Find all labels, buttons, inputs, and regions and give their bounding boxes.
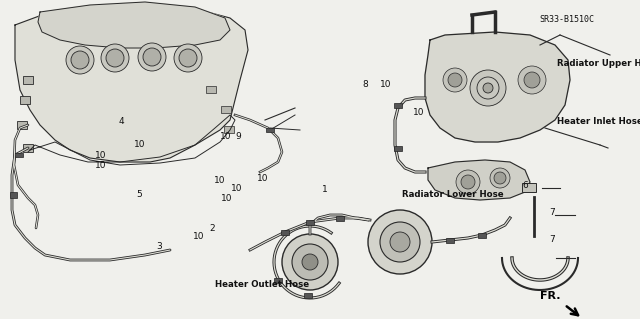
Circle shape [461,175,475,189]
Circle shape [179,49,197,67]
Text: 5: 5 [137,190,142,199]
Bar [206,86,216,93]
Text: 1: 1 [323,185,328,194]
Text: 4: 4 [119,117,124,126]
Text: 7: 7 [550,235,555,244]
Bar [274,278,282,283]
Circle shape [292,244,328,280]
Text: 10: 10 [95,151,107,160]
Text: 3: 3 [156,242,161,251]
Circle shape [448,73,462,87]
Bar [17,121,27,129]
Text: FR.: FR. [540,291,561,300]
Circle shape [106,49,124,67]
Text: 10: 10 [193,232,204,241]
Circle shape [66,46,94,74]
Circle shape [302,254,318,270]
Bar [478,233,486,238]
Circle shape [71,51,89,69]
Bar [224,126,234,133]
Bar [306,220,314,225]
Text: 7: 7 [550,208,555,217]
Bar [10,192,17,198]
Text: 10: 10 [95,161,107,170]
Circle shape [456,170,480,194]
Bar [394,146,402,151]
Bar [522,183,536,192]
Circle shape [490,168,510,188]
Text: SR33-B1510C: SR33-B1510C [539,15,594,24]
Bar [20,96,30,104]
Text: 9: 9 [236,132,241,141]
Bar [266,128,274,132]
Text: Heater Outlet Hose: Heater Outlet Hose [215,280,310,289]
Text: Heater Inlet Hose: Heater Inlet Hose [557,117,640,126]
Text: 10: 10 [231,184,243,193]
Circle shape [380,222,420,262]
Circle shape [390,232,410,252]
Text: 10: 10 [380,80,391,89]
Polygon shape [15,5,248,162]
Circle shape [470,70,506,106]
Circle shape [483,83,493,93]
Text: 10: 10 [413,108,425,117]
Circle shape [494,172,506,184]
Text: 10: 10 [221,194,233,203]
Text: 8: 8 [362,80,367,89]
Text: Radiator Lower Hose: Radiator Lower Hose [402,190,504,199]
Bar [23,76,33,84]
Polygon shape [428,160,530,200]
Circle shape [143,48,161,66]
Bar [336,216,344,221]
Circle shape [101,44,129,72]
Circle shape [174,44,202,72]
Bar [221,106,231,113]
Bar [394,103,402,108]
Text: 10: 10 [257,174,268,183]
Polygon shape [425,32,570,142]
Text: Radiator Upper Hose: Radiator Upper Hose [557,59,640,68]
Circle shape [524,72,540,88]
Circle shape [138,43,166,71]
Text: 10: 10 [214,176,225,185]
Circle shape [518,66,546,94]
Text: 10: 10 [134,140,145,149]
Polygon shape [38,2,230,48]
Text: 10: 10 [220,132,232,141]
Bar [15,153,23,157]
Bar [304,293,312,298]
Text: 6: 6 [522,181,527,190]
Text: 2: 2 [210,224,215,233]
Bar [446,238,454,243]
Bar [281,230,289,235]
Circle shape [477,77,499,99]
Circle shape [368,210,432,274]
Bar [23,144,33,152]
Circle shape [443,68,467,92]
Circle shape [282,234,338,290]
